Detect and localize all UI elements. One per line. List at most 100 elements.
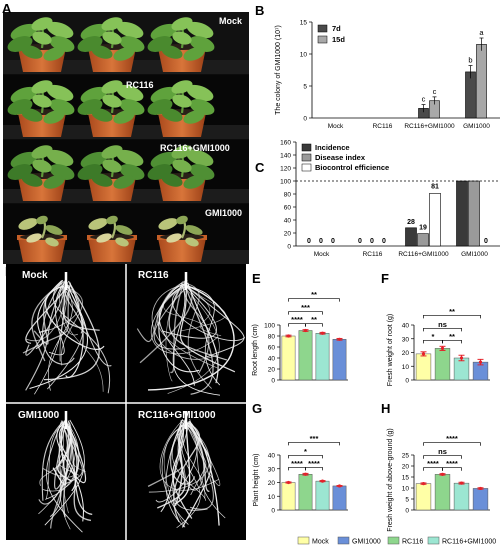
mean-point bbox=[459, 481, 464, 485]
y-tick-label: 0 bbox=[271, 378, 275, 385]
mean-point bbox=[320, 331, 325, 335]
y-axis-label: Fresh weight of above-ground (g) bbox=[387, 428, 394, 532]
y-tick-label: 0 bbox=[271, 508, 275, 515]
y-tick-label: 40 bbox=[268, 356, 276, 363]
bar bbox=[429, 193, 441, 247]
significance-bracket bbox=[288, 311, 323, 315]
bar bbox=[453, 482, 470, 511]
y-tick-label: 15 bbox=[402, 475, 410, 482]
y-tick-label: 20 bbox=[268, 480, 276, 487]
mean-point bbox=[286, 480, 291, 485]
tomato-plant bbox=[7, 80, 75, 137]
significance-label: ** bbox=[449, 332, 455, 341]
y-tick-label: 10 bbox=[300, 52, 308, 59]
mean-point bbox=[421, 352, 426, 356]
y-tick-label: 5 bbox=[405, 497, 409, 504]
y-tick-label: 0 bbox=[405, 378, 409, 385]
tomato-plant bbox=[157, 215, 207, 262]
legend-swatch bbox=[301, 153, 312, 162]
bar bbox=[315, 333, 330, 381]
x-tick-label: GMI1000 bbox=[463, 123, 490, 130]
y-tick-label: 100 bbox=[280, 179, 291, 186]
significance-label: **** bbox=[446, 434, 458, 443]
significance-label: ** bbox=[311, 315, 317, 324]
significance-bracket bbox=[288, 442, 340, 446]
chart-h-aboveground-weight: 0 5 10 15 20 25 **** **** ns **** Fresh weight of … bbox=[381, 401, 490, 532]
mean-point bbox=[286, 334, 291, 338]
strip-label: RC116+GMI1000 bbox=[160, 143, 230, 153]
panel-d-photo bbox=[6, 264, 246, 540]
y-tick-label: 140 bbox=[280, 153, 291, 160]
legend-swatch bbox=[297, 536, 310, 545]
bar bbox=[456, 180, 468, 247]
bar bbox=[332, 485, 347, 511]
bar bbox=[472, 488, 489, 511]
legend-label: Mock bbox=[312, 539, 329, 546]
legend-swatch bbox=[337, 536, 350, 545]
significance-label: **** bbox=[427, 459, 439, 468]
tomato-plant bbox=[77, 17, 145, 72]
y-tick-label: 20 bbox=[402, 464, 410, 471]
significance-label: **** bbox=[446, 459, 458, 468]
root-label-mock: Mock bbox=[22, 270, 48, 281]
y-axis-label: Plant height (cm) bbox=[253, 454, 260, 507]
tomato-plant bbox=[77, 145, 145, 201]
bar bbox=[281, 482, 296, 511]
data-label: 0 bbox=[307, 238, 311, 245]
y-tick-label: 40 bbox=[402, 323, 410, 330]
root-label-rc116-gmi1000: RC116+GMI1000 bbox=[138, 410, 216, 421]
y-tick-label: 20 bbox=[402, 350, 410, 357]
bar bbox=[298, 330, 313, 381]
data-label: 0 bbox=[370, 238, 374, 245]
panel-label: C bbox=[255, 160, 265, 175]
y-tick-label: 0 bbox=[287, 244, 291, 251]
mean-point bbox=[303, 472, 308, 476]
bar bbox=[332, 339, 347, 381]
y-axis-label: Fresh weight of root (g) bbox=[387, 314, 394, 386]
y-tick-label: 100 bbox=[264, 323, 275, 330]
significance-label: ns bbox=[438, 320, 447, 329]
y-tick-label: 10 bbox=[402, 364, 410, 371]
significance-bracket bbox=[442, 467, 462, 471]
x-tick-label: RC116 bbox=[373, 123, 393, 130]
y-tick-label: 160 bbox=[280, 140, 291, 147]
data-label: 0 bbox=[382, 238, 386, 245]
significance-letter: b bbox=[468, 56, 472, 65]
y-tick-label: 80 bbox=[268, 334, 276, 341]
panel-a-label: A bbox=[2, 1, 12, 16]
data-label: 0 bbox=[484, 238, 488, 245]
significance-bracket bbox=[288, 455, 323, 459]
significance-letter: a bbox=[479, 28, 484, 37]
significance-label: *** bbox=[301, 303, 310, 312]
significance-label: **** bbox=[308, 459, 320, 468]
panel-label: G bbox=[252, 401, 262, 416]
tomato-plant bbox=[147, 145, 215, 201]
strip-label: RC116 bbox=[126, 80, 154, 90]
significance-label: *** bbox=[310, 434, 319, 443]
root-label-rc116: RC116 bbox=[138, 270, 169, 281]
significance-label: * bbox=[432, 332, 435, 341]
legend-swatch bbox=[317, 24, 328, 33]
significance-bracket bbox=[442, 339, 462, 344]
panel-label: F bbox=[381, 271, 389, 286]
x-tick-label: Mock bbox=[314, 251, 330, 258]
y-tick-label: 60 bbox=[284, 205, 292, 212]
bar bbox=[315, 480, 330, 511]
strip-label: Mock bbox=[219, 16, 243, 26]
legend-swatch bbox=[317, 35, 328, 44]
bar bbox=[415, 353, 432, 381]
mean-point bbox=[337, 484, 342, 488]
panel-a-photo: Mock RC116 RC116+GMI1000 GMI1000 bbox=[3, 12, 249, 264]
tomato-plant bbox=[77, 80, 145, 137]
mean-point bbox=[478, 486, 483, 491]
legend-label: Incidence bbox=[315, 143, 350, 152]
panel-label: E bbox=[252, 271, 261, 286]
legend-label: Disease index bbox=[315, 153, 366, 162]
y-tick-label: 40 bbox=[284, 218, 292, 225]
data-label: 19 bbox=[419, 225, 427, 232]
bar bbox=[453, 357, 470, 381]
chart-b-colony: 0 5 10 15 Mock RC116 RC116+GMI1000 GMI1000 cc b a T… bbox=[255, 3, 500, 130]
significance-bracket bbox=[305, 323, 323, 327]
root-system bbox=[136, 272, 246, 396]
root-system bbox=[38, 411, 93, 533]
